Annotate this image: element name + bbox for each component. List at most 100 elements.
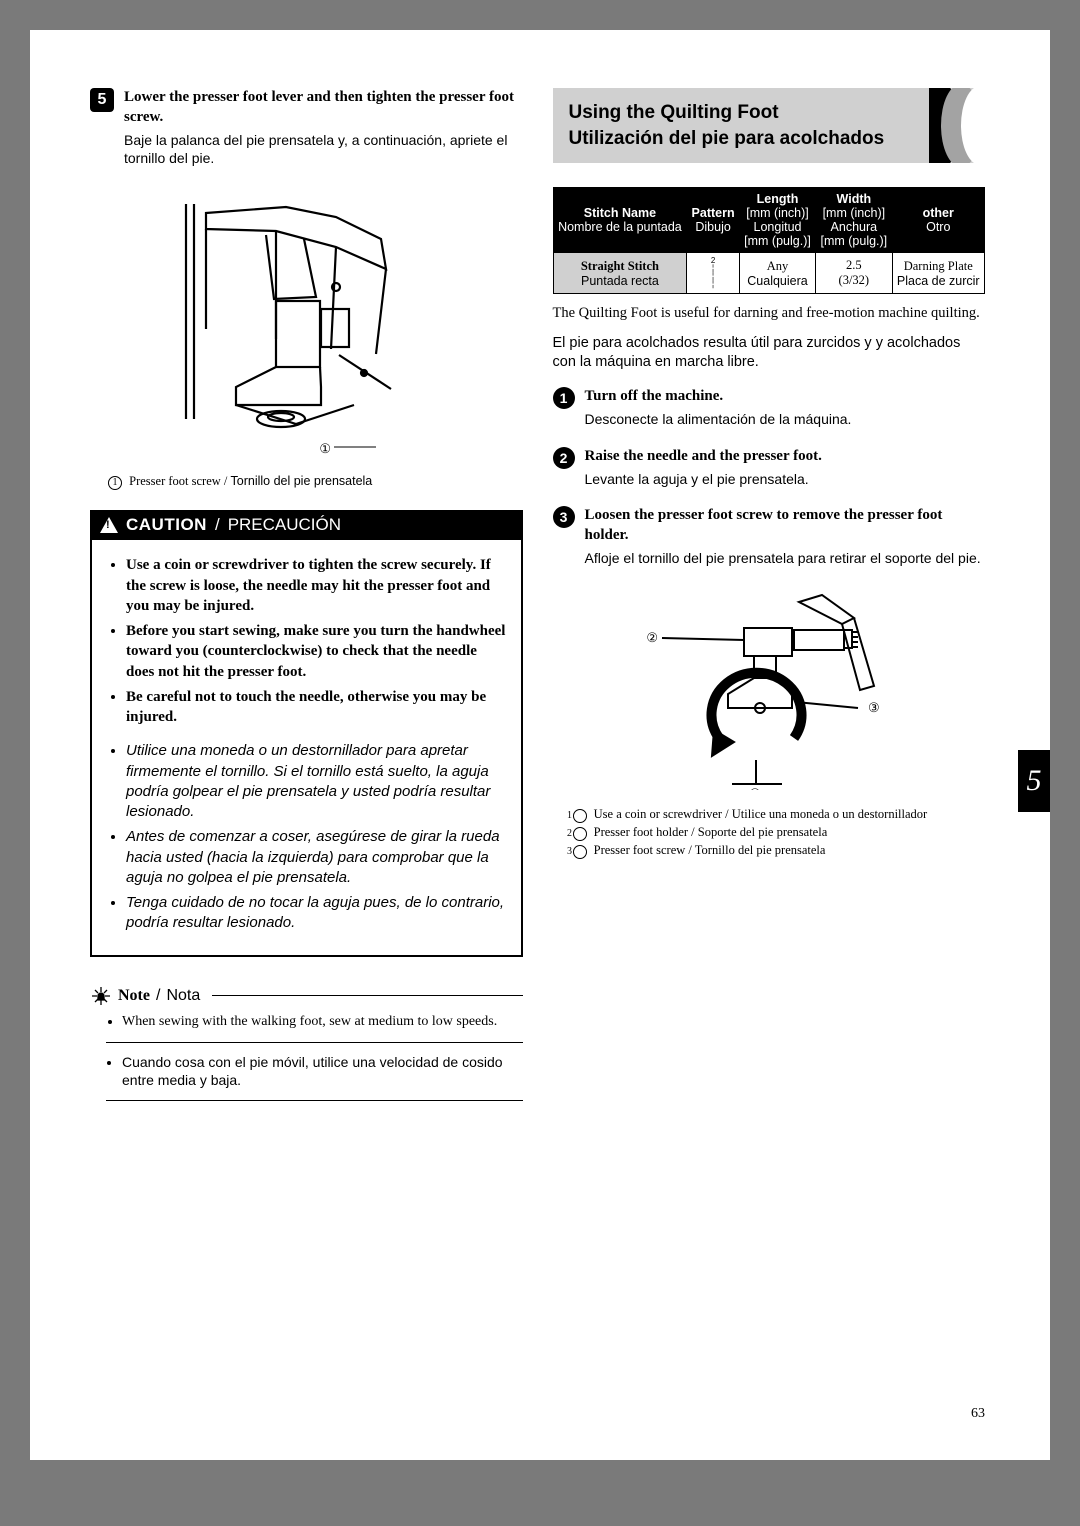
- rl-en: Any: [744, 259, 811, 274]
- figcap-en: Presser foot screw /: [129, 474, 227, 488]
- s1-en: Turn off the machine.: [585, 387, 986, 407]
- page-number: 63: [971, 1406, 985, 1422]
- caution-en-3: Be careful not to touch the needle, othe…: [126, 687, 507, 728]
- hn-es: Nombre de la puntada: [558, 220, 683, 234]
- figure-caption-1: 1 Presser foot screw / Tornillo del pie …: [108, 474, 523, 490]
- note-label-es: Nota: [166, 987, 200, 1005]
- hl-en: Length: [744, 192, 811, 206]
- hp-en: Pattern: [691, 206, 735, 220]
- caution-en-2: Before you start sewing, make sure you t…: [126, 621, 507, 682]
- ro-en: Darning Plate: [897, 259, 981, 274]
- table-header-row: Stitch Name Nombre de la puntada Pattern…: [553, 188, 985, 253]
- note-list-es: Cuando cosa con el pie móvil, utilice un…: [90, 1053, 523, 1091]
- caution-label-es: PRECAUCIÓN: [228, 515, 341, 535]
- s3-en: Loosen the presser foot screw to remove …: [585, 506, 986, 545]
- rl-es: Cualquiera: [744, 274, 811, 288]
- step-3: 3 Loosen the presser foot screw to remov…: [553, 506, 986, 567]
- s2-en: Raise the needle and the presser foot.: [585, 447, 986, 467]
- caution-label-en: CAUTION: [126, 515, 207, 535]
- fig-label-1: ①: [320, 441, 332, 456]
- steps-container: 1 Turn off the machine. Desconecte la al…: [553, 387, 986, 568]
- section-tab-5: 5: [1018, 750, 1050, 812]
- hw-en: Width: [820, 192, 887, 206]
- s1-es: Desconecte la alimentación de la máquina…: [585, 410, 986, 428]
- step-num-2: 2: [553, 447, 575, 469]
- left-column: 5 Lower the presser foot lever and then …: [90, 88, 523, 1111]
- caution-es-1: Utilice una moneda o un destornillador p…: [126, 741, 507, 822]
- desc-es: El pie para acolchados resulta útil para…: [553, 334, 986, 373]
- step-2: 2 Raise the needle and the presser foot.…: [553, 447, 986, 489]
- step-5-title-es: Baje la palanca del pie prensatela y, a …: [124, 131, 523, 167]
- note-sep: /: [156, 987, 160, 1005]
- ho-es: Otro: [897, 220, 981, 234]
- note-list: When sewing with the walking foot, sew a…: [90, 1013, 523, 1032]
- desc-en: The Quilting Foot is useful for darning …: [553, 304, 986, 324]
- note-header: Note / Nota: [90, 985, 523, 1007]
- caution-sep: /: [215, 515, 220, 535]
- figure-captions: 1 Use a coin or screwdriver / Utilice un…: [573, 805, 986, 859]
- step-5: 5 Lower the presser foot lever and then …: [90, 88, 523, 167]
- caution-box: Use a coin or screwdriver to tighten the…: [90, 540, 523, 956]
- figure-presser-foot: ①: [90, 189, 523, 464]
- figure-loosen: ② ③ ①: [553, 590, 986, 795]
- note-separator-2: [106, 1100, 523, 1101]
- caution-list-es: Utilice una moneda o un destornillador p…: [106, 741, 507, 933]
- s3-es: Afloje el tornillo del pie prensatela pa…: [585, 549, 986, 567]
- rw-es: (3/32): [820, 273, 887, 288]
- heading-es: Utilización del pie para acolchados: [569, 126, 970, 152]
- section-heading: Using the Quilting Foot Utilización del …: [553, 88, 986, 163]
- rw-en: 2.5: [820, 258, 887, 273]
- caution-list-en: Use a coin or screwdriver to tighten the…: [106, 555, 507, 727]
- hw-u-es: [mm (pulg.)]: [820, 234, 887, 248]
- hl-u-en: [mm (inch)]: [744, 206, 811, 220]
- fc2-en: Presser foot holder /: [594, 825, 695, 839]
- hn-en: Stitch Name: [558, 206, 683, 220]
- ho-en: other: [897, 206, 981, 220]
- note-separator: [106, 1042, 523, 1043]
- s2-es: Levante la aguja y el pie prensatela.: [585, 470, 986, 488]
- step-number-5: 5: [90, 88, 114, 112]
- note-rule: [212, 995, 522, 996]
- caution-es-2: Antes de comenzar a coser, asegúrese de …: [126, 827, 507, 888]
- right-column: Using the Quilting Foot Utilización del …: [553, 88, 986, 1111]
- rn-es: Puntada recta: [558, 274, 683, 288]
- fl-1: ①: [749, 786, 761, 790]
- hp-es: Dibujo: [691, 220, 735, 234]
- fc1-en: Use a coin or screwdriver /: [594, 807, 729, 821]
- fc1-es: Utilice una moneda o un destornillador: [732, 807, 927, 821]
- warning-icon: [100, 517, 118, 533]
- heading-en: Using the Quilting Foot: [569, 100, 970, 126]
- ro-es: Placa de zurcir: [897, 274, 981, 288]
- loosen-illustration: ② ③ ①: [624, 590, 914, 790]
- hw-es: Anchura: [820, 220, 887, 234]
- caution-es-3: Tenga cuidado de no tocar la aguja pues,…: [126, 893, 507, 934]
- hl-es: Longitud: [744, 220, 811, 234]
- fc2-es: Soporte del pie prensatela: [698, 825, 827, 839]
- table-row: Straight Stitch Puntada recta 2╎╎╎ Any C…: [553, 253, 985, 294]
- caution-en-1: Use a coin or screwdriver to tighten the…: [126, 555, 507, 616]
- manual-page: 5 Lower the presser foot lever and then …: [30, 30, 1050, 1460]
- note-label-en: Note: [118, 987, 150, 1005]
- step-num-3: 3: [553, 506, 575, 528]
- pattern-icon: 2╎╎╎: [691, 257, 735, 289]
- columns: 5 Lower the presser foot lever and then …: [90, 88, 985, 1111]
- rn-en: Straight Stitch: [558, 259, 683, 274]
- fc3-en: Presser foot screw /: [594, 843, 692, 857]
- fl-3: ③: [868, 700, 880, 715]
- fc3-es: Tornillo del pie prensatela: [695, 843, 826, 857]
- burst-icon: [90, 985, 112, 1007]
- caption-ref-1: 1: [108, 476, 122, 490]
- step-5-title-en: Lower the presser foot lever and then ti…: [124, 88, 523, 127]
- fl-2: ②: [646, 630, 658, 645]
- hl-u-es: [mm (pulg.)]: [744, 234, 811, 248]
- figcap-es: Tornillo del pie prensatela: [231, 474, 373, 488]
- stitch-table: Stitch Name Nombre de la puntada Pattern…: [553, 187, 986, 294]
- caution-header: CAUTION / PRECAUCIÓN: [90, 510, 523, 540]
- step-5-text: Lower the presser foot lever and then ti…: [124, 88, 523, 167]
- heading-accent: [929, 88, 985, 163]
- presser-foot-illustration: ①: [176, 189, 436, 459]
- step-1: 1 Turn off the machine. Desconecte la al…: [553, 387, 986, 429]
- note-es: Cuando cosa con el pie móvil, utilice un…: [122, 1053, 523, 1091]
- note-en: When sewing with the walking foot, sew a…: [122, 1013, 523, 1032]
- hw-u-en: [mm (inch)]: [820, 206, 887, 220]
